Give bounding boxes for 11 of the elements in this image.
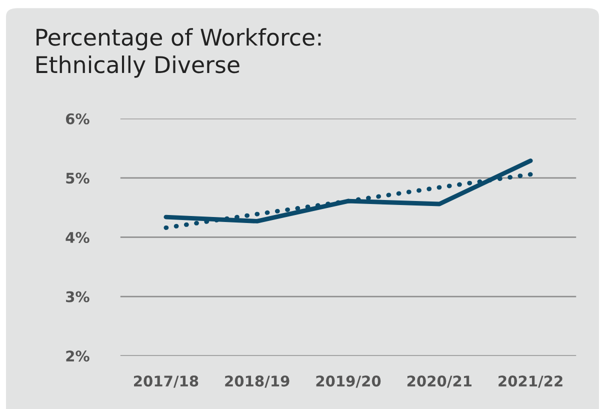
- x-tick-label: 2021/22: [498, 376, 562, 388]
- x-tick-label: 2020/21: [407, 376, 472, 388]
- x-tick-label: 2019/20: [316, 376, 381, 388]
- chart-title: Percentage of Workforce: Ethnically Diverse: [36, 28, 321, 78]
- x-tick-label: 2018/19: [225, 376, 290, 388]
- y-tick-label: 3%: [66, 291, 90, 302]
- y-tick-label: 4%: [66, 232, 90, 243]
- y-tick-label: 6%: [66, 113, 90, 124]
- x-tick-label: 2017/18: [134, 376, 198, 388]
- y-tick-label: 5%: [66, 172, 90, 184]
- y-tick-label: 2%: [66, 350, 90, 362]
